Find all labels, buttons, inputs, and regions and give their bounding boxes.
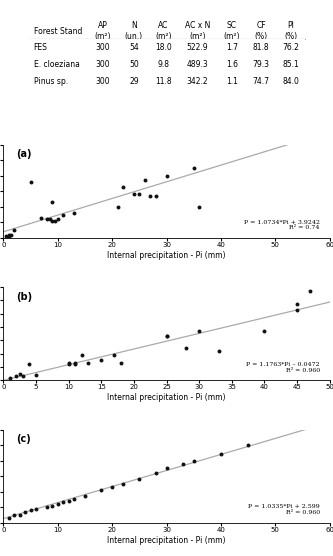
Point (22, 507, 28, 516)
Point (17, 510, 22, 519)
Point (218, 450, 223, 459)
Text: P = 1.1763*Pi – 0.0472
R² = 0.960: P = 1.1763*Pi – 0.0472 R² = 0.960 (246, 362, 320, 373)
Point (44, 215, 50, 224)
Point (82, 492, 88, 501)
Point (66, 360, 71, 369)
Point (44, 503, 50, 512)
Point (191, 163, 196, 172)
Point (7, 373, 13, 382)
Point (307, 287, 313, 296)
Point (50, 216, 55, 225)
Point (17, 369, 22, 378)
Point (33, 370, 39, 379)
Point (216, 346, 221, 355)
Point (137, 475, 142, 484)
Point (3, 232, 9, 241)
Text: P = 1.0335*Pi + 2.599
R² = 0.960: P = 1.0335*Pi + 2.599 R² = 0.960 (248, 504, 320, 515)
Point (99, 356, 104, 365)
Point (164, 332, 169, 341)
Point (50, 501, 55, 510)
Point (50, 198, 55, 207)
Point (14, 372, 19, 381)
Text: (c): (c) (16, 434, 31, 444)
Point (61, 210, 66, 219)
Point (52, 216, 58, 225)
Point (33, 504, 39, 513)
Point (115, 202, 120, 211)
Point (120, 479, 126, 488)
Point (137, 190, 142, 199)
Point (86, 359, 91, 368)
Point (12, 510, 17, 519)
Text: (a): (a) (16, 150, 32, 160)
Point (28, 506, 33, 515)
Point (245, 440, 251, 449)
Point (55, 215, 60, 224)
Point (262, 326, 267, 335)
Point (61, 498, 66, 507)
Point (20, 372, 26, 381)
Point (66, 497, 71, 505)
Point (71, 208, 77, 217)
Point (183, 344, 189, 353)
Point (71, 495, 77, 504)
Point (196, 202, 202, 211)
Point (9, 230, 14, 239)
Point (294, 300, 300, 309)
Point (153, 469, 158, 478)
Point (6, 514, 11, 523)
Point (164, 171, 169, 180)
Point (12, 226, 17, 235)
Point (66, 359, 71, 368)
Point (112, 350, 117, 359)
Point (73, 359, 78, 368)
Point (164, 332, 169, 341)
Text: (b): (b) (16, 292, 33, 302)
Point (28, 177, 33, 186)
Point (153, 191, 158, 200)
Point (120, 182, 126, 191)
Point (164, 464, 169, 473)
Point (191, 456, 196, 465)
Point (110, 483, 115, 492)
X-axis label: Internal precipitation - Pi (mm): Internal precipitation - Pi (mm) (107, 535, 226, 544)
Point (99, 485, 104, 494)
Point (39, 214, 44, 222)
Point (79, 350, 84, 359)
Text: P = 1.0734*Pi + 3.9242
R² = 0.74: P = 1.0734*Pi + 3.9242 R² = 0.74 (244, 220, 320, 230)
Point (47, 215, 52, 224)
Point (6, 232, 11, 241)
Point (55, 499, 60, 508)
Point (27, 360, 32, 369)
Point (196, 326, 202, 335)
X-axis label: Internal precipitation - Pi (mm): Internal precipitation - Pi (mm) (107, 393, 226, 402)
Point (148, 191, 153, 200)
Point (131, 190, 137, 199)
Point (180, 459, 185, 468)
Point (294, 305, 300, 314)
Point (73, 360, 78, 369)
X-axis label: Internal precipitation - Pi (mm): Internal precipitation - Pi (mm) (107, 251, 226, 260)
Point (6, 230, 11, 239)
Point (118, 359, 124, 368)
Point (142, 176, 148, 185)
